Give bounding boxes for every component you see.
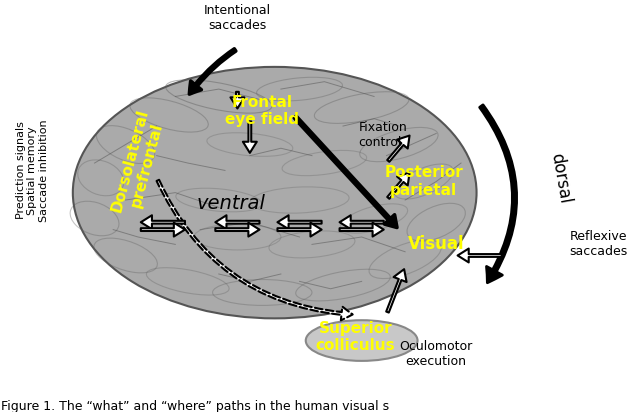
FancyArrowPatch shape — [278, 215, 322, 229]
Ellipse shape — [73, 67, 477, 318]
FancyArrowPatch shape — [458, 248, 502, 262]
FancyArrowPatch shape — [387, 136, 410, 162]
FancyArrowPatch shape — [340, 222, 384, 236]
Text: Intentional
saccades: Intentional saccades — [204, 4, 271, 32]
FancyArrowPatch shape — [386, 269, 406, 313]
FancyArrowPatch shape — [230, 92, 244, 108]
FancyArrowPatch shape — [215, 215, 259, 229]
Text: Oculomotor
execution: Oculomotor execution — [399, 340, 473, 368]
FancyArrowPatch shape — [215, 222, 259, 236]
Text: Visual: Visual — [408, 235, 465, 253]
FancyArrowPatch shape — [141, 215, 185, 229]
FancyArrowPatch shape — [387, 173, 410, 199]
Ellipse shape — [306, 320, 417, 361]
Text: Reflexive
saccades: Reflexive saccades — [570, 230, 628, 258]
Text: Superior
colliculus: Superior colliculus — [316, 321, 396, 353]
FancyArrowPatch shape — [479, 105, 516, 283]
FancyArrowPatch shape — [278, 222, 321, 236]
FancyArrowPatch shape — [294, 116, 397, 227]
Text: Figure 1. The “what” and “where” paths in the human visual s: Figure 1. The “what” and “where” paths i… — [1, 400, 390, 412]
FancyArrowPatch shape — [157, 180, 353, 321]
FancyArrowPatch shape — [141, 222, 185, 236]
Text: dorsal: dorsal — [547, 151, 573, 204]
Text: ventral: ventral — [196, 194, 266, 213]
Text: Frontal
eye field: Frontal eye field — [225, 95, 300, 127]
FancyArrowPatch shape — [189, 49, 236, 94]
Text: Prediction signals
Spatial memory
Saccade inhibition: Prediction signals Spatial memory Saccad… — [16, 119, 49, 222]
Text: Fixation
control: Fixation control — [358, 121, 407, 149]
Text: Dorsolateral
prefrontal: Dorsolateral prefrontal — [109, 108, 168, 218]
FancyArrowPatch shape — [340, 215, 384, 229]
Text: Posterior
parietal: Posterior parietal — [385, 165, 463, 198]
FancyArrowPatch shape — [243, 122, 257, 153]
